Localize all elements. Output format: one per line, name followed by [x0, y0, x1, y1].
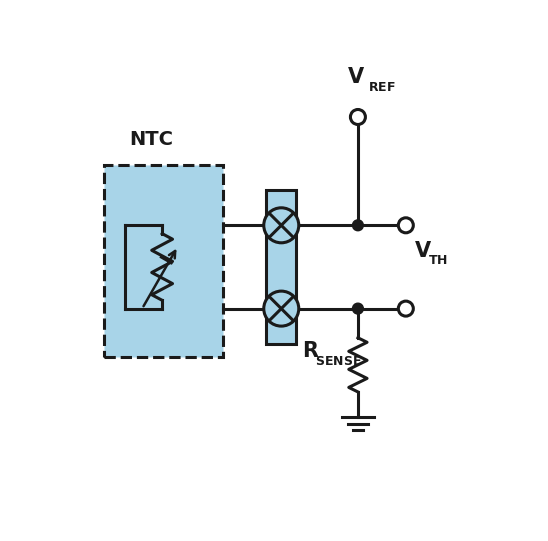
Text: $\mathbf{V}$: $\mathbf{V}$ — [347, 67, 365, 87]
Circle shape — [352, 303, 363, 314]
Text: $\mathbf{SENSE}$: $\mathbf{SENSE}$ — [316, 355, 362, 368]
Bar — [266, 190, 296, 344]
Text: NTC: NTC — [129, 130, 173, 149]
Circle shape — [350, 109, 366, 124]
Circle shape — [264, 208, 299, 243]
Text: $\mathbf{R}$: $\mathbf{R}$ — [302, 341, 319, 361]
Text: $\mathbf{V}$: $\mathbf{V}$ — [414, 241, 432, 261]
Circle shape — [352, 220, 363, 230]
Circle shape — [264, 291, 299, 326]
Bar — [104, 165, 222, 357]
Circle shape — [398, 218, 413, 233]
Text: $\mathbf{TH}$: $\mathbf{TH}$ — [428, 254, 448, 267]
Circle shape — [398, 301, 413, 316]
Text: $\mathbf{REF}$: $\mathbf{REF}$ — [368, 81, 396, 94]
